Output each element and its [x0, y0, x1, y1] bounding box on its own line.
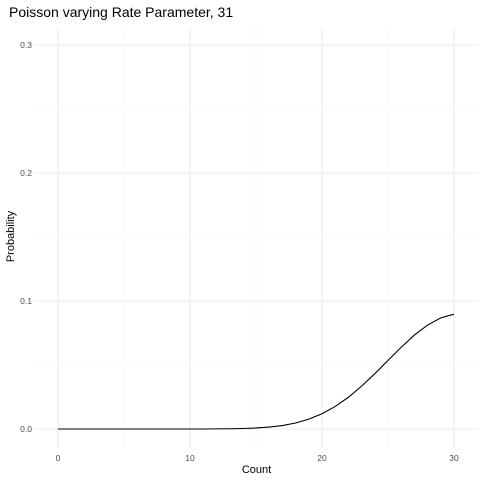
x-tick-label: 20: [317, 453, 327, 463]
y-tick-label: 0.1: [20, 296, 32, 306]
y-axis-title: Probability: [5, 210, 17, 262]
x-tick-label: 0: [56, 453, 61, 463]
x-axis-title: Count: [242, 464, 271, 476]
x-axis: 0 10 20 30: [56, 453, 459, 463]
chart-title: Poisson varying Rate Parameter, 31: [9, 4, 233, 20]
y-tick-label: 0.3: [20, 40, 32, 50]
y-axis: 0.0 0.1 0.2 0.3: [20, 40, 32, 434]
grid: [35, 27, 477, 448]
x-tick-label: 30: [449, 453, 459, 463]
y-tick-label: 0.2: [20, 168, 32, 178]
x-tick-label: 10: [185, 453, 195, 463]
y-tick-label: 0.0: [20, 424, 32, 434]
series-line: [58, 313, 455, 430]
series-layer: [58, 313, 455, 430]
